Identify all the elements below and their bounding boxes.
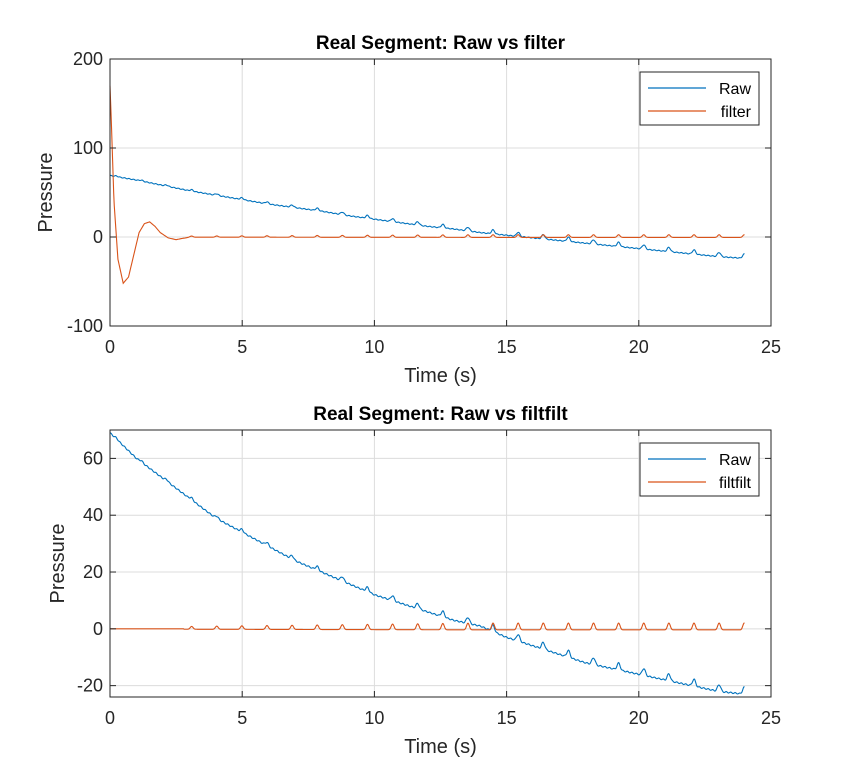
legend-box xyxy=(639,71,760,126)
legend-label-raw: Raw xyxy=(719,452,751,469)
y-tick-label: 0 xyxy=(93,227,103,247)
series-line-filtfilt xyxy=(110,622,745,631)
y-tick-label: 40 xyxy=(83,505,103,525)
y-tick-label: 200 xyxy=(73,49,103,69)
x-tick-label: 15 xyxy=(497,708,517,728)
legend-label-filter: filter xyxy=(721,104,752,121)
x-axis-label: Time (s) xyxy=(404,736,477,758)
y-tick-label: 0 xyxy=(93,619,103,639)
y-tick-label: -100 xyxy=(67,316,103,336)
y-tick-label: -20 xyxy=(77,676,103,696)
x-tick-label: 25 xyxy=(761,337,781,357)
chart-title: Real Segment: Raw vs filter xyxy=(316,33,566,54)
legend-label-filtfilt: filtfilt xyxy=(719,475,752,492)
series-layer xyxy=(109,85,745,285)
x-tick-label: 5 xyxy=(237,708,247,728)
series-line-raw xyxy=(109,432,745,695)
x-tick-label: 20 xyxy=(629,708,649,728)
series-line-raw xyxy=(109,174,745,259)
chart-title: Real Segment: Raw vs filtfilt xyxy=(313,404,568,425)
x-tick-label: 25 xyxy=(761,708,781,728)
legend: Raw filter xyxy=(639,71,760,126)
y-tick-label: 60 xyxy=(83,448,103,468)
y-axis-label: Pressure xyxy=(35,152,57,232)
axes-box xyxy=(109,429,772,698)
x-tick-label: 10 xyxy=(364,708,384,728)
legend-label-raw: Raw xyxy=(719,81,751,98)
x-axis-label: Time (s) xyxy=(404,365,477,387)
x-tick-label: 5 xyxy=(237,337,247,357)
x-tick-label: 0 xyxy=(105,337,115,357)
y-axis-label: Pressure xyxy=(47,523,69,603)
x-tick-label: 15 xyxy=(497,337,517,357)
legend-box xyxy=(639,442,760,497)
legend: Raw filtfilt xyxy=(639,442,760,497)
axes-box xyxy=(109,58,772,327)
series-layer xyxy=(109,432,745,695)
x-tick-label: 0 xyxy=(105,708,115,728)
y-tick-label: 100 xyxy=(73,138,103,158)
x-tick-label: 10 xyxy=(364,337,384,357)
y-tick-label: 20 xyxy=(83,562,103,582)
x-tick-label: 20 xyxy=(629,337,649,357)
series-line-filter xyxy=(109,85,745,285)
